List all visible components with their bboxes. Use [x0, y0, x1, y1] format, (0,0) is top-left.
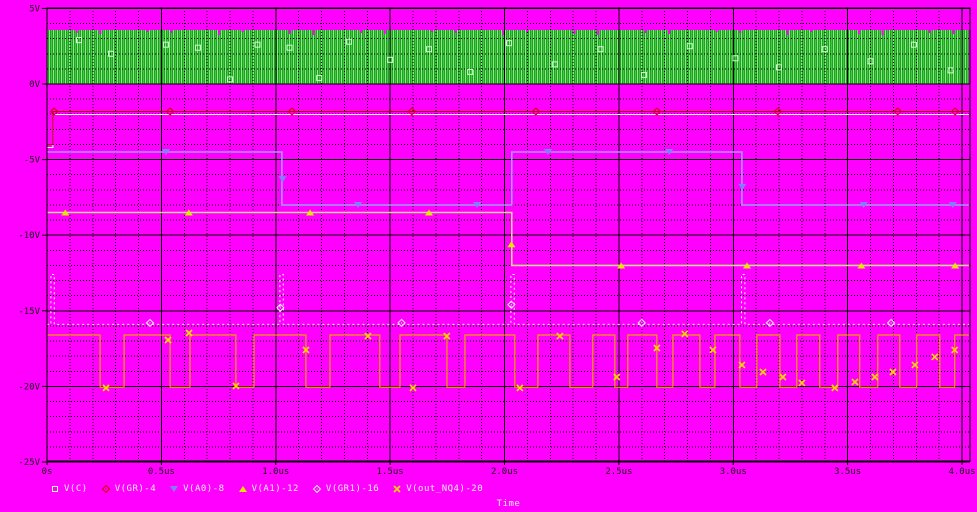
legend-label: V(GR1)-16: [325, 484, 380, 494]
y-tick-label: -20V: [18, 382, 40, 392]
y-tick-label: 5V: [29, 4, 40, 14]
square-marker-icon: [52, 486, 58, 492]
x-tick-label: 3.5us: [834, 467, 861, 477]
legend-item-v-out-nq4-20[interactable]: V(out_NQ4)-20: [392, 484, 483, 494]
x-cross-marker-icon: [393, 485, 401, 493]
diamond-open-marker-icon: [312, 484, 322, 494]
trace-v-gr-4: [47, 111, 969, 145]
triangle-down-marker-icon: [170, 486, 179, 492]
x-tick-label: 4.0us: [948, 467, 975, 477]
x-tick-label: 1.0us: [262, 467, 289, 477]
legend-label: V(C): [64, 484, 88, 494]
x-tick-label: 3.0us: [720, 467, 747, 477]
plot-border: [46, 7, 971, 462]
x-tick-label: 2.5us: [605, 467, 632, 477]
clock-band-trace: [47, 30, 969, 85]
legend-label: V(out_NQ4)-20: [406, 484, 484, 494]
trace-v-a1-12: [47, 211, 969, 267]
x-axis-title: Time: [496, 499, 521, 509]
legend-item-v-a0-8[interactable]: V(A0)-8: [169, 484, 224, 494]
x-tick-label: 1.5us: [377, 467, 404, 477]
triangle-up-marker-icon: [238, 486, 247, 492]
trace-v-a0-8: [47, 151, 969, 206]
y-tick-label: 0V: [29, 80, 40, 90]
legend-item-v-c-[interactable]: V(C): [50, 484, 88, 494]
x-tick-label: 0.5us: [148, 467, 175, 477]
legend-item-v-gr1-16[interactable]: V(GR1)-16: [312, 484, 379, 494]
axes: 0s 0.5us 1.0us 1.5us 2.0us 2.5us 3.0us 3.5us 4.0…: [18, 4, 975, 477]
y-tick-label: -25V: [18, 458, 40, 468]
legend-item-v-a1-12[interactable]: V(A1)-12: [238, 484, 299, 494]
trace-markers: [49, 37, 960, 392]
x-tick-label: 0s: [42, 467, 53, 477]
legend-item-v-gr-4[interactable]: V(GR)-4: [101, 484, 156, 494]
x-tick-label: 2.0us: [491, 467, 518, 477]
legend-label: V(A1)-12: [251, 484, 299, 494]
y-tick-label: -5V: [24, 156, 41, 166]
legend-label: V(GR)-4: [114, 484, 157, 494]
diamond-marker-icon: [101, 484, 110, 494]
traces: [47, 111, 969, 388]
trace-v-out-nq4-20: [47, 334, 969, 388]
trace-underline: [47, 114, 969, 148]
y-tick-label: -10V: [18, 231, 40, 241]
trace-v-gr1-16: [47, 274, 969, 325]
legend-label: V(A0)-8: [183, 484, 225, 494]
trace-legend: V(C) V(GR)-4 V(A0)-8 V(A1)-12 V(GR1)-16 V(out…: [50, 484, 483, 494]
y-tick-label: -15V: [18, 307, 40, 317]
